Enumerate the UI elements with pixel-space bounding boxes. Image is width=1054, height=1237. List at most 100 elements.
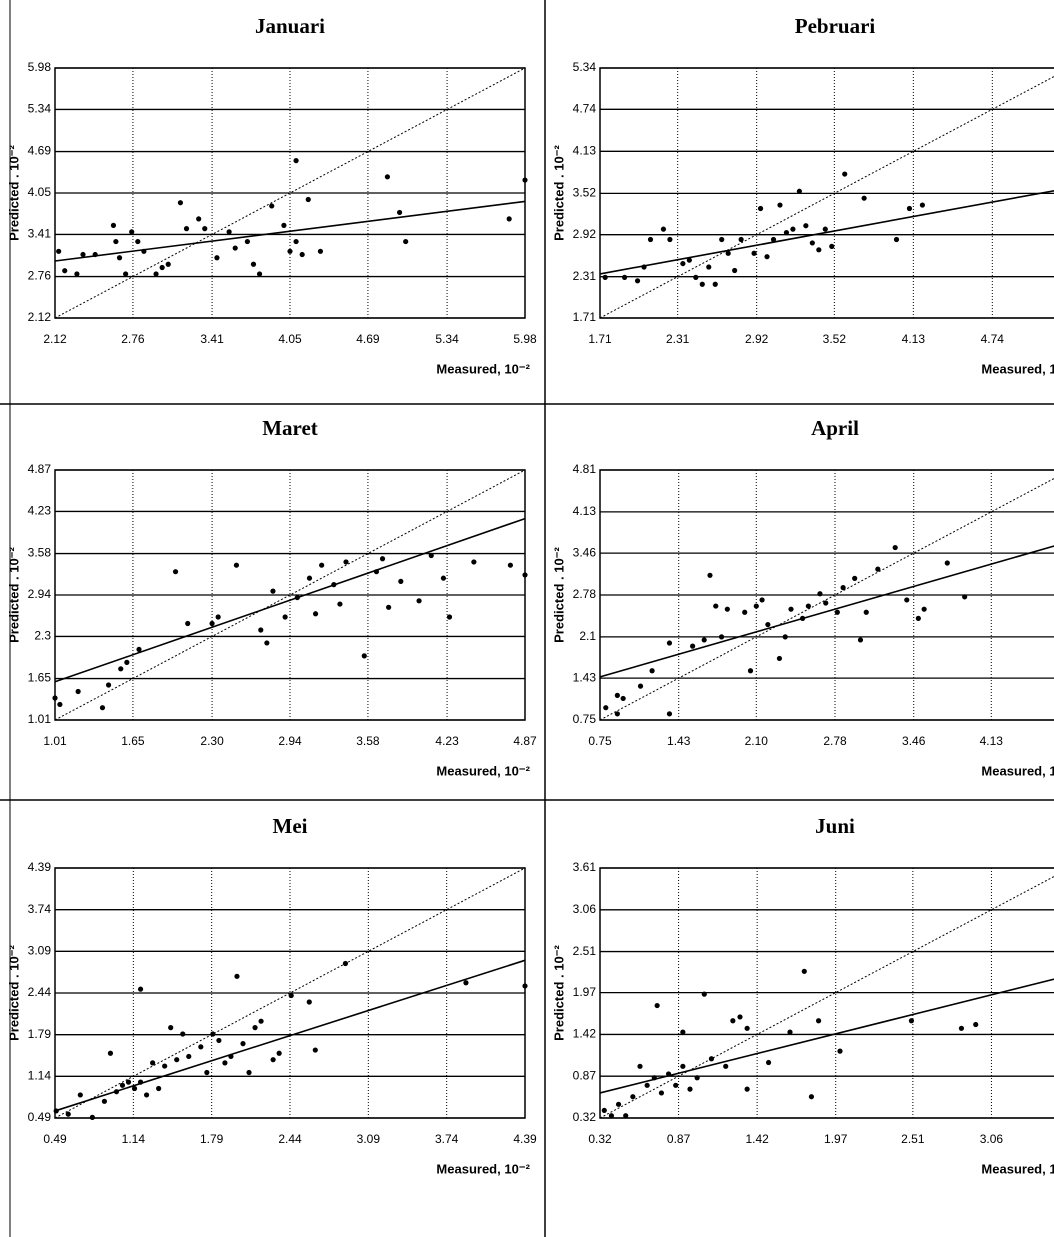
point: [463, 980, 468, 985]
point: [788, 607, 793, 612]
chart-title: April: [811, 416, 859, 440]
y-tick-label: 1.97: [573, 985, 597, 999]
point: [386, 605, 391, 610]
point: [52, 695, 57, 700]
background: [0, 0, 1054, 1237]
point: [751, 251, 756, 256]
point: [251, 262, 256, 267]
point: [973, 1022, 978, 1027]
point: [80, 252, 85, 257]
point: [680, 1064, 685, 1069]
x-tick-label: 3.06: [980, 1132, 1004, 1146]
point: [659, 1090, 664, 1095]
x-axis-label: Measured, 10⁻²: [981, 763, 1054, 778]
point: [893, 545, 898, 550]
y-axis-label: Predicted . 10⁻²: [551, 546, 566, 642]
y-tick-label: 5.34: [573, 60, 597, 74]
point: [385, 174, 390, 179]
y-tick-label: 2.78: [573, 587, 597, 601]
point: [318, 249, 323, 254]
x-tick-label: 2.94: [278, 734, 302, 748]
point: [258, 1019, 263, 1024]
y-axis-label: Predicted . 10⁻²: [6, 546, 21, 642]
point: [730, 1018, 735, 1023]
y-tick-label: 0.49: [28, 1110, 52, 1124]
point: [667, 640, 672, 645]
point: [234, 974, 239, 979]
point: [429, 553, 434, 558]
x-tick-label: 3.52: [823, 332, 847, 346]
point: [337, 601, 342, 606]
point: [166, 262, 171, 267]
point: [153, 271, 158, 276]
point: [623, 1113, 628, 1118]
point: [277, 1051, 282, 1056]
y-tick-label: 2.94: [28, 587, 52, 601]
point: [319, 563, 324, 568]
point: [56, 249, 61, 254]
point: [641, 264, 646, 269]
point: [269, 203, 274, 208]
point: [74, 271, 79, 276]
point: [111, 223, 116, 228]
y-tick-label: 3.61: [573, 860, 597, 874]
point: [202, 226, 207, 231]
point: [300, 252, 305, 257]
point: [959, 1026, 964, 1031]
point: [637, 1064, 642, 1069]
point: [707, 573, 712, 578]
x-tick-label: 3.41: [200, 332, 224, 346]
point: [709, 1056, 714, 1061]
point: [667, 711, 672, 716]
point: [661, 227, 666, 232]
y-tick-label: 0.87: [573, 1068, 597, 1082]
point: [362, 653, 367, 658]
point: [173, 569, 178, 574]
point: [864, 610, 869, 615]
x-tick-label: 2.44: [278, 1132, 302, 1146]
y-tick-label: 1.43: [573, 670, 597, 684]
point: [508, 563, 513, 568]
y-tick-label: 2.76: [28, 269, 52, 283]
point: [621, 696, 626, 701]
point: [823, 227, 828, 232]
x-axis-label: Measured, 10⁻²: [436, 361, 530, 376]
point: [797, 189, 802, 194]
point: [702, 992, 707, 997]
point: [823, 600, 828, 605]
y-tick-label: 2.12: [28, 310, 52, 324]
y-tick-label: 2.1: [579, 629, 596, 643]
point: [252, 1025, 257, 1030]
x-tick-label: 4.05: [278, 332, 302, 346]
point: [270, 589, 275, 594]
point: [852, 576, 857, 581]
point: [214, 255, 219, 260]
point: [138, 1080, 143, 1085]
point: [106, 682, 111, 687]
point: [216, 614, 221, 619]
point: [403, 239, 408, 244]
point: [264, 640, 269, 645]
point: [745, 1087, 750, 1092]
point: [307, 999, 312, 1004]
point: [168, 1025, 173, 1030]
point: [702, 637, 707, 642]
point: [54, 1108, 59, 1113]
point: [210, 1031, 215, 1036]
point: [281, 223, 286, 228]
point: [603, 275, 608, 280]
x-tick-label: 1.01: [43, 734, 67, 748]
point: [447, 614, 452, 619]
point: [758, 206, 763, 211]
y-tick-label: 3.58: [28, 546, 52, 560]
y-tick-label: 2.31: [573, 269, 597, 283]
chart-title: Januari: [255, 14, 325, 38]
point: [245, 239, 250, 244]
y-tick-label: 2.44: [28, 985, 52, 999]
point: [156, 1086, 161, 1091]
x-tick-label: 0.87: [667, 1132, 691, 1146]
point: [313, 611, 318, 616]
point: [374, 569, 379, 574]
y-tick-label: 4.05: [28, 185, 52, 199]
y-tick-label: 1.79: [28, 1027, 52, 1041]
